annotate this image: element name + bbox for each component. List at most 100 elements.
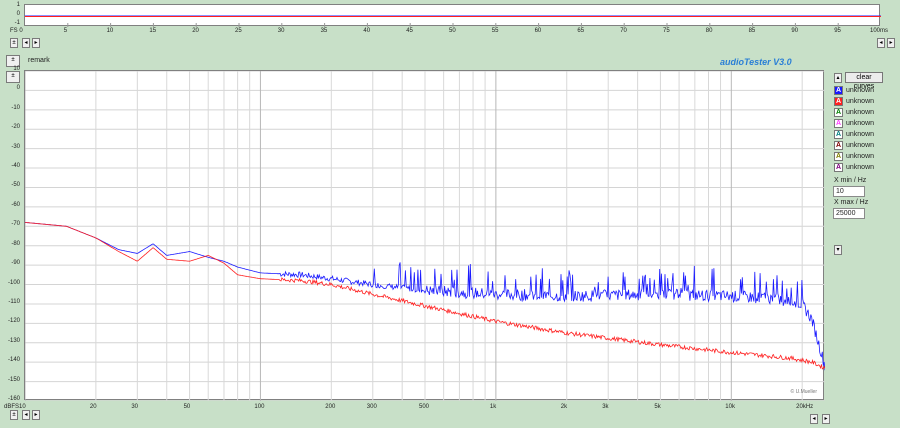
xmin-input[interactable]: 10: [833, 186, 865, 197]
freq-xtick: 2k: [560, 404, 568, 410]
time-xtick: 85: [748, 28, 756, 34]
freq-xtick: 1k: [489, 404, 497, 410]
time-plot: [24, 4, 881, 27]
freq-scroll-left-button[interactable]: ◂: [22, 410, 30, 420]
time-scroll-left-button[interactable]: ◂: [22, 38, 30, 48]
xmax-input[interactable]: 25000: [833, 208, 865, 219]
series-line-1: [25, 222, 825, 370]
freq-xtick: 100: [254, 404, 265, 410]
time-scroll-right-button[interactable]: ▸: [32, 38, 40, 48]
freq-scroll-left-end-button[interactable]: ◂: [810, 414, 818, 424]
time-xtick: 5: [63, 28, 68, 34]
freq-ytick: -160: [7, 396, 20, 402]
freq-ytick: -30: [11, 143, 20, 150]
freq-zoom-stepper[interactable]: ±: [10, 410, 18, 420]
legend-label: unknown: [846, 87, 875, 94]
freq-ytick: -10: [11, 104, 20, 111]
time-xtick: 45: [406, 28, 413, 34]
legend-label: unknown: [846, 131, 875, 138]
time-xtick: 70: [620, 28, 627, 34]
xmin-label: X min / Hz: [834, 177, 867, 184]
freq-ytick: -100: [7, 279, 20, 286]
legend-checkbox[interactable]: A: [834, 108, 843, 117]
copyright-text: © U.Mueller: [790, 389, 817, 395]
legend-scroll-up-button[interactable]: ▴: [834, 73, 842, 83]
time-xtick: 90: [791, 28, 799, 34]
freq-ytick: 0: [16, 85, 20, 92]
freq-xtick: 5k: [654, 404, 661, 410]
legend-checkbox[interactable]: A: [834, 97, 843, 106]
time-xtick: 80: [705, 28, 713, 34]
y-zoom-stepper[interactable]: ±: [6, 71, 20, 83]
time-zoom-stepper[interactable]: ±: [10, 38, 18, 48]
freq-ytick: -110: [8, 298, 20, 305]
legend-checkbox[interactable]: A: [834, 119, 843, 128]
app-title: audioTester V3.0: [720, 57, 792, 67]
time-xtick: 35: [320, 28, 328, 34]
remark-label: remark: [28, 57, 50, 64]
legend-checkbox[interactable]: A: [834, 152, 843, 161]
legend-checkbox[interactable]: A: [834, 130, 843, 139]
time-scroll-right-end-button[interactable]: ▸: [887, 38, 895, 48]
time-ytick-0: 0: [16, 11, 20, 17]
freq-ytick: -150: [7, 376, 20, 383]
legend-label: unknown: [846, 142, 875, 149]
time-xtick: 30: [277, 28, 285, 34]
time-xtick: 55: [491, 28, 499, 34]
legend-label: unknown: [846, 153, 875, 160]
legend-label: unknown: [846, 120, 875, 127]
freq-xtick: dBFS10: [4, 404, 26, 410]
series-line-0: [25, 222, 825, 371]
freq-xtick: 30: [131, 404, 139, 410]
time-xtick: 75: [663, 28, 670, 34]
time-xtick: 10: [106, 28, 114, 34]
time-xtick: FS 0: [10, 28, 23, 34]
freq-scroll-right-end-button[interactable]: ▸: [822, 414, 830, 424]
freq-ytick: -140: [7, 357, 20, 364]
freq-scroll-right-button[interactable]: ▸: [32, 410, 40, 420]
time-xtick: 15: [149, 28, 157, 34]
time-xtick: 60: [534, 28, 542, 34]
xmax-label: X max / Hz: [834, 199, 869, 206]
time-xtick: 100ms: [870, 28, 889, 34]
frequency-plot-svg: [25, 71, 825, 401]
freq-xtick: 20kHz: [796, 404, 814, 410]
freq-ytick: -20: [11, 124, 20, 131]
freq-ytick: -50: [11, 182, 20, 189]
freq-xtick: 500: [419, 404, 430, 410]
freq-xtick: 200: [325, 404, 336, 410]
freq-xtick: 50: [183, 404, 191, 410]
freq-xtick: 3k: [602, 404, 609, 410]
freq-xtick: 20: [89, 404, 97, 410]
legend-checkbox[interactable]: A: [834, 86, 843, 95]
freq-xtick: 10k: [725, 404, 735, 410]
freq-ytick: 10: [13, 66, 20, 72]
freq-ytick: -40: [11, 163, 20, 170]
clear-curves-button[interactable]: clear curves: [845, 72, 883, 90]
time-xtick: 25: [235, 28, 242, 34]
time-scroll-left-end-button[interactable]: ◂: [877, 38, 885, 48]
frequency-plot: © U.Mueller: [24, 70, 825, 401]
legend-checkbox[interactable]: A: [834, 163, 843, 172]
time-ytick-m1: -1: [14, 20, 20, 26]
legend-label: unknown: [846, 109, 875, 116]
remark-stepper[interactable]: ±: [6, 55, 20, 67]
freq-ytick: -60: [11, 201, 20, 208]
time-xtick: 65: [577, 28, 585, 34]
side-scroll-down-button[interactable]: ▾: [834, 245, 842, 255]
legend-label: unknown: [846, 98, 875, 105]
time-xtick: 95: [834, 28, 841, 34]
freq-ytick: -70: [11, 221, 20, 228]
legend-label: unknown: [846, 164, 875, 171]
freq-ytick: -120: [7, 318, 20, 325]
time-xtick: 40: [363, 28, 371, 34]
freq-ytick: -80: [11, 240, 20, 247]
legend-checkbox[interactable]: A: [834, 141, 843, 150]
time-xtick: 20: [192, 28, 199, 34]
time-ytick-1: 1: [16, 2, 20, 8]
time-xtick: 50: [449, 28, 456, 34]
time-plot-grid: [25, 15, 881, 27]
freq-xtick: 300: [366, 404, 377, 410]
freq-ytick: -90: [11, 260, 20, 267]
freq-ytick: -130: [7, 337, 20, 344]
